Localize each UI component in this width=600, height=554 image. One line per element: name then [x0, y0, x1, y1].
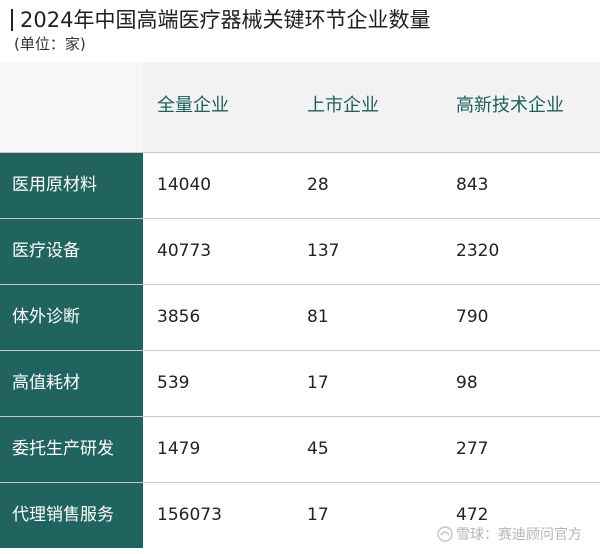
table-row: 代理销售服务 156073 17 472 — [0, 482, 600, 548]
cell-listed-enterprises: 81 — [307, 307, 329, 327]
table-header-row: 全量企业 上市企业 高新技术企业 — [0, 62, 600, 152]
cell-high-tech-enterprises: 98 — [456, 373, 478, 393]
row-label-cell: 医疗设备 — [0, 219, 143, 284]
cell-high-tech-enterprises: 472 — [456, 505, 489, 525]
row-label: 委托生产研发 — [12, 439, 114, 459]
table-row: 委托生产研发 1479 45 277 — [0, 416, 600, 482]
column-header-listed-enterprises: 上市企业 — [307, 95, 379, 116]
cell-all-enterprises: 156073 — [157, 505, 222, 525]
row-label-cell: 高值耗材 — [0, 351, 143, 416]
watermark: 雪球：赛迪顾问官方 — [437, 526, 582, 544]
cell-high-tech-enterprises: 277 — [456, 439, 489, 459]
title-block: 2024年中国高端医疗器械关键环节企业数量 (单位：家) — [0, 0, 600, 62]
table-title: 2024年中国高端医疗器械关键环节企业数量 — [20, 8, 431, 32]
row-label: 体外诊断 — [12, 307, 80, 327]
snowball-logo-icon — [437, 526, 453, 542]
cell-listed-enterprises: 45 — [307, 439, 329, 459]
row-label: 医用原材料 — [12, 175, 97, 195]
row-label: 医疗设备 — [12, 241, 80, 261]
cell-all-enterprises: 1479 — [157, 439, 201, 459]
watermark-text: 雪球：赛迪顾问官方 — [456, 527, 582, 543]
table-row: 体外诊断 3856 81 790 — [0, 284, 600, 350]
table-row: 医用原材料 14040 28 843 — [0, 152, 600, 218]
unit-note: (单位：家) — [14, 35, 86, 53]
cell-listed-enterprises: 28 — [307, 175, 329, 195]
cell-all-enterprises: 539 — [157, 373, 190, 393]
table-row: 高值耗材 539 17 98 — [0, 350, 600, 416]
column-header-all-enterprises: 全量企业 — [157, 95, 229, 116]
header-corner-cell — [0, 62, 143, 152]
cell-all-enterprises: 3856 — [157, 307, 201, 327]
cell-listed-enterprises: 137 — [307, 241, 340, 261]
column-header-high-tech-enterprises: 高新技术企业 — [456, 95, 564, 116]
row-label-cell: 代理销售服务 — [0, 483, 143, 548]
row-label-cell: 委托生产研发 — [0, 417, 143, 482]
data-table: 全量企业 上市企业 高新技术企业 医用原材料 14040 28 843 医疗设备… — [0, 62, 600, 554]
row-label: 代理销售服务 — [12, 505, 114, 525]
cell-all-enterprises: 14040 — [157, 175, 212, 195]
cell-all-enterprises: 40773 — [157, 241, 212, 261]
row-label-cell: 体外诊断 — [0, 285, 143, 350]
cell-high-tech-enterprises: 843 — [456, 175, 489, 195]
cell-high-tech-enterprises: 790 — [456, 307, 489, 327]
cell-listed-enterprises: 17 — [307, 505, 329, 525]
row-label-cell: 医用原材料 — [0, 153, 143, 218]
title-accent-bar — [11, 9, 13, 31]
cell-listed-enterprises: 17 — [307, 373, 329, 393]
cell-high-tech-enterprises: 2320 — [456, 241, 500, 261]
header-background — [143, 62, 600, 152]
row-label: 高值耗材 — [12, 373, 80, 393]
table-row: 医疗设备 40773 137 2320 — [0, 218, 600, 284]
